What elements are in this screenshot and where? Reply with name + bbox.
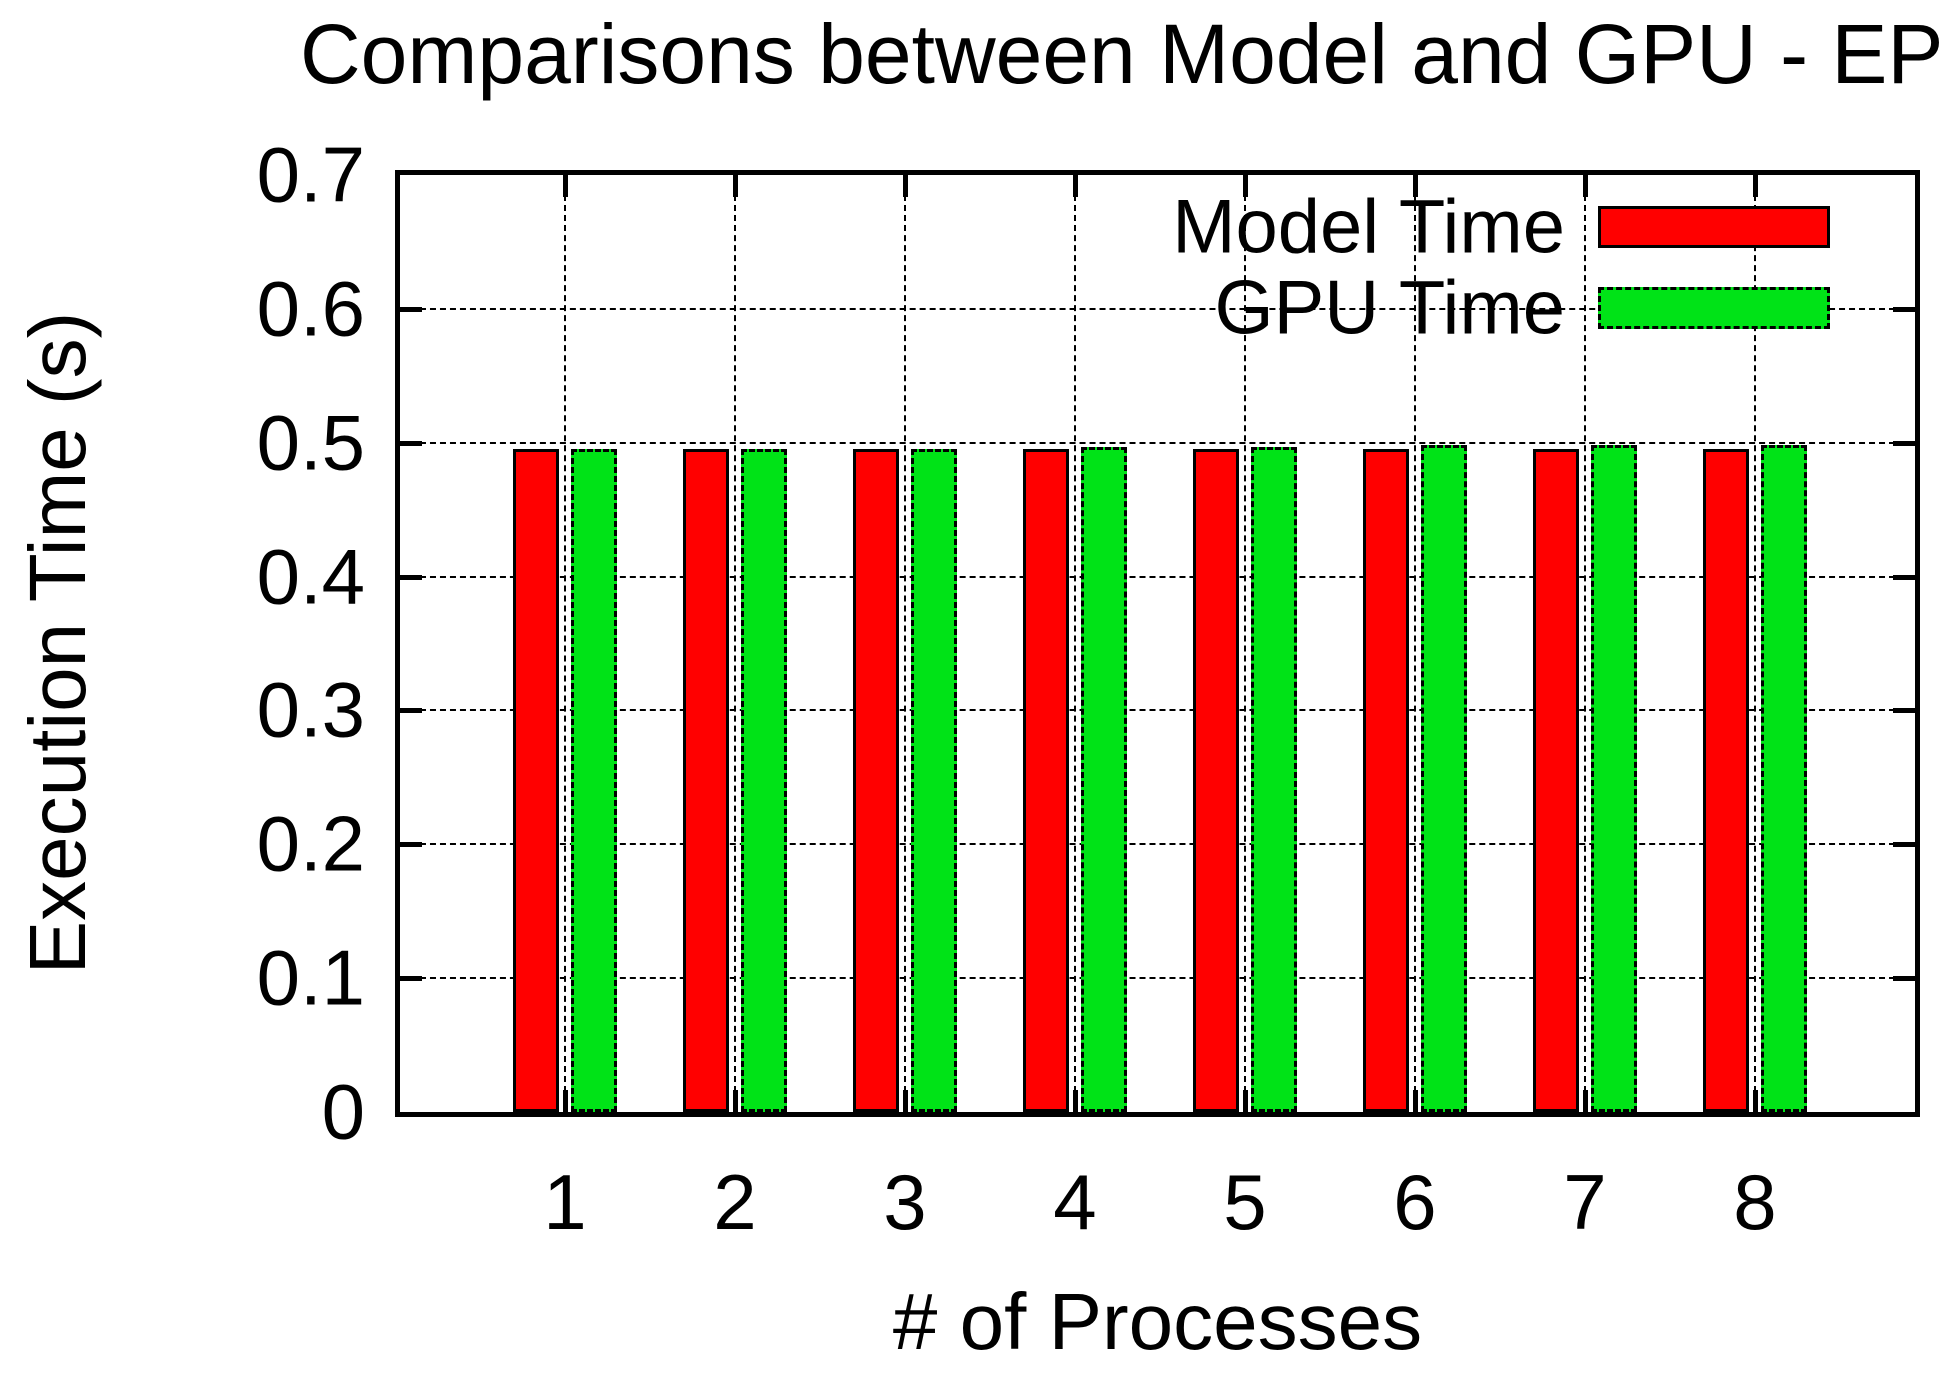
bar-gpu-5	[1251, 447, 1297, 1112]
x-tick-bottom	[563, 1090, 568, 1112]
x-tick-label: 3	[883, 1158, 927, 1246]
y-gridline	[400, 575, 1915, 578]
y-gridline	[400, 709, 1915, 712]
bar-model-5	[1193, 449, 1239, 1112]
y-tick-left	[400, 976, 422, 982]
x-tick-bottom	[733, 1090, 738, 1112]
y-tick-right	[1893, 440, 1915, 446]
x-gridline	[1584, 175, 1586, 1112]
x-tick-top	[1073, 175, 1078, 197]
legend-label-model-time: Model Time	[1172, 184, 1565, 270]
bar-model-2	[683, 449, 729, 1112]
bar-gpu-8	[1761, 445, 1807, 1112]
bar-model-3	[853, 449, 899, 1112]
y-tick-left	[400, 842, 422, 848]
bar-model-1	[513, 449, 559, 1112]
x-tick-bottom	[903, 1090, 908, 1112]
bar-gpu-3	[911, 449, 957, 1112]
bar-gpu-7	[1591, 445, 1637, 1112]
y-tick-left	[400, 574, 422, 580]
y-tick-label: 0	[321, 1067, 365, 1156]
x-gridline	[1754, 175, 1756, 1112]
x-tick-top	[563, 175, 568, 197]
y-tick-left	[400, 708, 422, 714]
y-tick-right	[1893, 306, 1915, 312]
y-tick-label: 0.2	[256, 799, 365, 888]
bar-model-7	[1533, 449, 1579, 1112]
y-tick-left	[400, 440, 422, 446]
x-gridline	[734, 175, 736, 1112]
x-tick-top	[1413, 175, 1418, 197]
bar-gpu-6	[1421, 445, 1467, 1112]
x-tick-label: 1	[543, 1158, 587, 1246]
y-tick-label: 0.5	[256, 398, 365, 487]
bar-gpu-4	[1081, 447, 1127, 1112]
y-tick-left	[400, 306, 422, 312]
x-gridline	[564, 175, 566, 1112]
y-tick-label: 0.6	[256, 264, 365, 353]
x-tick-top	[903, 175, 908, 197]
y-tick-right	[1893, 842, 1915, 848]
x-tick-label: 2	[713, 1158, 757, 1246]
x-tick-bottom	[1413, 1090, 1418, 1112]
x-gridline	[1074, 175, 1076, 1112]
y-tick-label: 0.1	[256, 933, 365, 1022]
y-gridline	[400, 441, 1915, 444]
x-tick-label: 4	[1053, 1158, 1097, 1246]
x-tick-bottom	[1583, 1090, 1588, 1112]
y-tick-right	[1893, 574, 1915, 580]
x-gridline	[1414, 175, 1416, 1112]
y-gridline	[400, 843, 1915, 846]
y-tick-label: 0.7	[256, 130, 365, 219]
bar-model-4	[1023, 449, 1069, 1112]
legend-swatch-model-time	[1598, 206, 1830, 248]
x-gridline	[1244, 175, 1246, 1112]
chart-title: Comparisons between Model and GPU - EP	[300, 7, 1944, 101]
x-tick-bottom	[1243, 1090, 1248, 1112]
y-tick-right	[1893, 708, 1915, 714]
bar-gpu-2	[741, 449, 787, 1112]
x-tick-label: 8	[1733, 1158, 1777, 1246]
legend-swatch-gpu-time	[1598, 287, 1830, 329]
x-tick-top	[1583, 175, 1588, 197]
plot-area	[395, 170, 1920, 1117]
x-tick-bottom	[1753, 1090, 1758, 1112]
bar-model-6	[1363, 449, 1409, 1112]
y-tick-label: 0.4	[256, 532, 365, 621]
legend-label-gpu-time: GPU Time	[1214, 265, 1566, 351]
x-gridline	[904, 175, 906, 1112]
x-tick-top	[1243, 175, 1248, 197]
x-tick-top	[733, 175, 738, 197]
bar-model-8	[1703, 449, 1749, 1112]
y-tick-right	[1893, 976, 1915, 982]
x-tick-bottom	[1073, 1090, 1078, 1112]
y-gridline	[400, 307, 1915, 310]
y-gridline	[400, 977, 1915, 980]
x-axis-label: # of Processes	[892, 1277, 1423, 1366]
x-tick-label: 7	[1563, 1158, 1607, 1246]
x-tick-label: 6	[1393, 1158, 1437, 1246]
x-tick-label: 5	[1223, 1158, 1267, 1246]
bar-gpu-1	[571, 449, 617, 1112]
x-tick-top	[1753, 175, 1758, 197]
y-tick-label: 0.3	[256, 665, 365, 754]
